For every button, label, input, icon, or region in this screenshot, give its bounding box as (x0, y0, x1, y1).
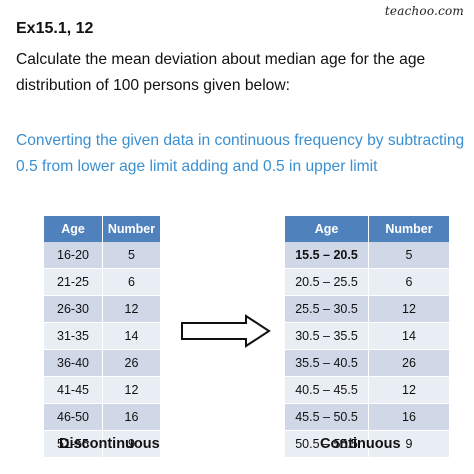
number-cell: 12 (102, 376, 161, 404)
age-cell: 50.5 – 55.5 (284, 430, 369, 458)
number-cell: 12 (368, 376, 450, 404)
table-row: 45.5 – 50.5 16 (284, 403, 450, 431)
age-cell: 51-55 (43, 430, 103, 458)
age-cell: 40.5 – 45.5 (284, 376, 369, 404)
number-cell: 14 (368, 322, 450, 350)
conversion-note: Converting the given data in continuous … (16, 132, 465, 175)
table-header-row: Age Number (43, 216, 161, 242)
age-cell: 16-20 (43, 242, 103, 269)
discontinuous-caption: Discontinuous (59, 436, 160, 452)
table-header-row: Age Number (284, 216, 450, 242)
number-cell: 9 (368, 430, 450, 458)
table-row: 50.5 – 55.5 9 (284, 430, 450, 458)
age-cell: 30.5 – 35.5 (284, 322, 369, 350)
number-cell: 14 (102, 322, 161, 350)
right-arrow-icon (181, 314, 271, 348)
number-cell: 9 (102, 430, 161, 458)
table-row: 20.5 – 25.5 6 (284, 268, 450, 296)
number-cell: 5 (368, 242, 450, 269)
age-header: Age (284, 216, 369, 242)
exercise-title: Ex15.1, 12 (16, 20, 94, 37)
age-cell: 31-35 (43, 322, 103, 350)
number-header: Number (368, 216, 450, 242)
table-row: 41-45 12 (43, 376, 161, 404)
discontinuous-table: Age Number 16-20 5 21-25 6 26-30 12 31-35 14… (43, 216, 161, 458)
age-cell: 15.5 – 20.5 (284, 242, 369, 269)
table-row: 35.5 – 40.5 26 (284, 349, 450, 377)
age-cell: 20.5 – 25.5 (284, 268, 369, 296)
table-row: 31-35 14 (43, 322, 161, 350)
age-cell: 35.5 – 40.5 (284, 349, 369, 377)
age-cell: 41-45 (43, 376, 103, 404)
age-cell: 46-50 (43, 403, 103, 431)
age-cell: 21-25 (43, 268, 103, 296)
table-row: 25.5 – 30.5 12 (284, 295, 450, 323)
age-header: Age (43, 216, 103, 242)
table-row: 30.5 – 35.5 14 (284, 322, 450, 350)
number-cell: 12 (102, 295, 161, 323)
question-text: Calculate the mean deviation about media… (16, 51, 426, 94)
table-row: 36-40 26 (43, 349, 161, 377)
brand-logo: teachoo.com (384, 4, 464, 18)
number-cell: 6 (102, 268, 161, 296)
table-row: 46-50 16 (43, 403, 161, 431)
number-header: Number (102, 216, 161, 242)
age-cell: 45.5 – 50.5 (284, 403, 369, 431)
number-cell: 16 (102, 403, 161, 431)
number-cell: 26 (368, 349, 450, 377)
table-row: 15.5 – 20.5 5 (284, 242, 450, 269)
number-cell: 6 (368, 268, 450, 296)
age-cell: 36-40 (43, 349, 103, 377)
table-row: 26-30 12 (43, 295, 161, 323)
table-row: 16-20 5 (43, 242, 161, 269)
number-cell: 16 (368, 403, 450, 431)
table-row: 21-25 6 (43, 268, 161, 296)
table-row: 51-55 9 (43, 430, 161, 458)
age-cell: 26-30 (43, 295, 103, 323)
number-cell: 12 (368, 295, 450, 323)
continuous-table: Age Number 15.5 – 20.5 5 20.5 – 25.5 6 25.… (284, 216, 450, 458)
table-row: 40.5 – 45.5 12 (284, 376, 450, 404)
continuous-caption: Continuous (320, 436, 401, 452)
number-cell: 5 (102, 242, 161, 269)
age-cell: 25.5 – 30.5 (284, 295, 369, 323)
number-cell: 26 (102, 349, 161, 377)
